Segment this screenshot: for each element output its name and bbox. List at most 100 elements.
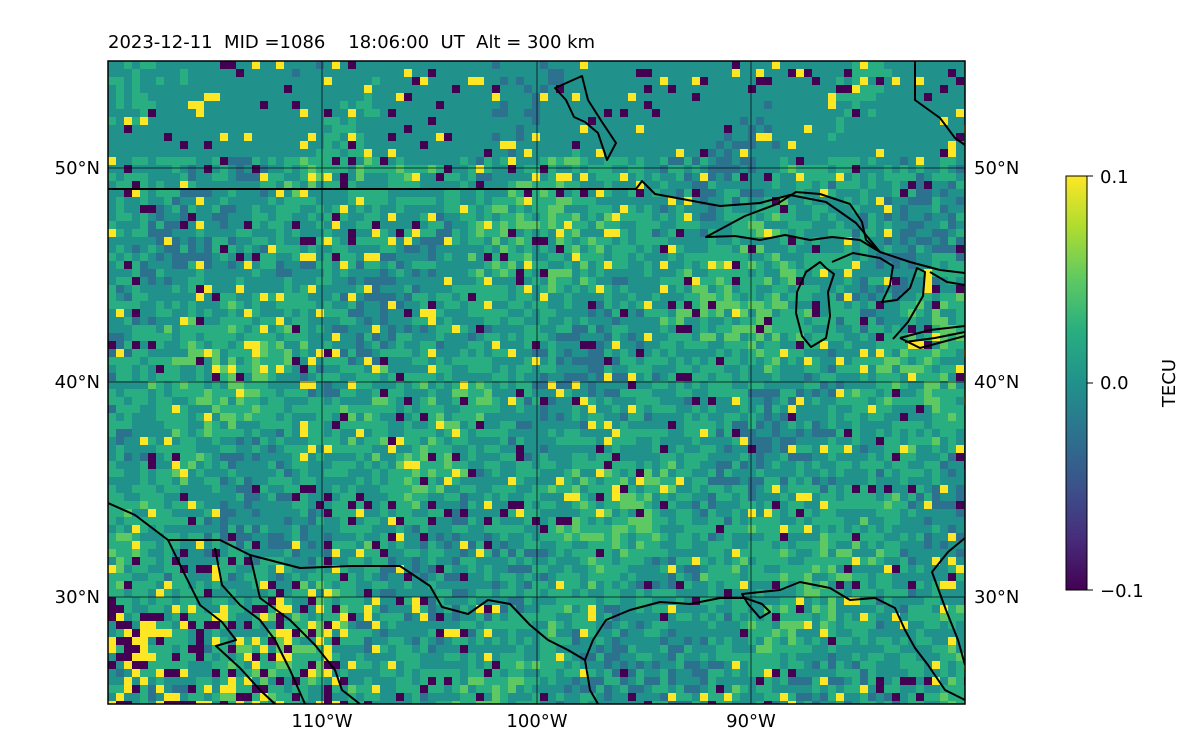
tec-cell — [516, 365, 524, 373]
tec-cell — [132, 261, 140, 269]
tec-cell — [756, 125, 764, 133]
tec-cell — [884, 85, 892, 93]
tec-cell — [652, 221, 660, 229]
tec-cell — [588, 189, 596, 197]
tec-cell — [644, 125, 652, 133]
tec-cell — [452, 341, 460, 349]
tec-cell — [420, 301, 428, 309]
tec-cell — [588, 181, 596, 189]
tec-cell — [628, 213, 636, 221]
tec-cell — [660, 197, 668, 205]
tec-cell — [508, 277, 516, 285]
tec-cell — [956, 381, 964, 389]
tec-cell — [212, 301, 220, 309]
tec-cell — [868, 69, 876, 77]
tec-cell — [292, 349, 300, 357]
tec-cell — [892, 197, 900, 205]
tec-cell — [412, 157, 420, 165]
tec-cell — [908, 357, 916, 365]
tec-cell — [268, 341, 276, 349]
tec-cell — [836, 181, 844, 189]
tec-cell — [772, 309, 780, 317]
tec-cell — [892, 357, 900, 365]
tec-cell — [612, 237, 620, 245]
tec-cell — [340, 213, 348, 221]
tec-cell — [852, 381, 860, 389]
tec-cell — [676, 213, 684, 221]
tec-cell — [596, 237, 604, 245]
tec-cell — [804, 101, 812, 109]
tec-cell — [476, 373, 484, 381]
tec-cell — [508, 69, 516, 77]
tec-cell — [900, 325, 908, 333]
tec-cell — [916, 93, 924, 101]
tec-cell — [620, 277, 628, 285]
tec-cell — [420, 421, 428, 429]
tec-cell — [444, 397, 452, 405]
tec-cell — [852, 389, 860, 397]
tec-cell — [340, 229, 348, 237]
tec-cell — [500, 221, 508, 229]
tec-cell — [740, 261, 748, 269]
tec-cell — [540, 181, 548, 189]
tec-cell — [324, 301, 332, 309]
tec-cell — [196, 93, 204, 101]
tec-cell — [620, 413, 628, 421]
tec-cell — [260, 325, 268, 333]
tec-cell — [500, 341, 508, 349]
tec-cell — [684, 293, 692, 301]
tec-cell — [940, 357, 948, 365]
tec-cell — [172, 101, 180, 109]
tec-cell — [204, 141, 212, 149]
tec-cell — [652, 173, 660, 181]
tec-cell — [636, 261, 644, 269]
tec-cell — [124, 373, 132, 381]
tec-cell — [812, 93, 820, 101]
tec-cell — [844, 69, 852, 77]
tec-cell — [204, 93, 212, 101]
tec-cell — [372, 189, 380, 197]
tec-cell — [844, 117, 852, 125]
tec-cell — [372, 229, 380, 237]
tec-cell — [628, 389, 636, 397]
tec-cell — [148, 389, 156, 397]
tec-cell — [940, 173, 948, 181]
tec-cell — [564, 237, 572, 245]
tec-cell — [156, 157, 164, 165]
tec-cell — [172, 237, 180, 245]
tec-cell — [620, 229, 628, 237]
tec-cell — [188, 317, 196, 325]
tec-cell — [428, 205, 436, 213]
tec-cell — [644, 157, 652, 165]
tec-cell — [548, 157, 556, 165]
tec-cell — [540, 117, 548, 125]
tec-cell — [180, 109, 188, 117]
tec-cell — [172, 245, 180, 253]
tec-cell — [500, 317, 508, 325]
tec-cell — [740, 237, 748, 245]
tec-cell — [924, 301, 932, 309]
tec-cell — [492, 165, 500, 173]
tec-cell — [628, 125, 636, 133]
tec-cell — [284, 429, 292, 437]
tec-cell — [916, 333, 924, 341]
tec-cell — [420, 173, 428, 181]
tec-cell — [684, 205, 692, 213]
tec-cell — [396, 237, 404, 245]
tec-cell — [252, 253, 260, 261]
tec-cell — [652, 229, 660, 237]
tec-cell — [916, 213, 924, 221]
tec-cell — [660, 93, 668, 101]
tec-cell — [668, 213, 676, 221]
tec-cell — [460, 405, 468, 413]
tec-cell — [500, 69, 508, 77]
tec-cell — [532, 421, 540, 429]
tec-cell — [252, 77, 260, 85]
tec-cell — [196, 341, 204, 349]
tec-cell — [356, 269, 364, 277]
tec-cell — [724, 61, 732, 69]
tec-cell — [324, 341, 332, 349]
tec-cell — [300, 125, 308, 133]
tec-cell — [916, 157, 924, 165]
tec-cell — [748, 277, 756, 285]
